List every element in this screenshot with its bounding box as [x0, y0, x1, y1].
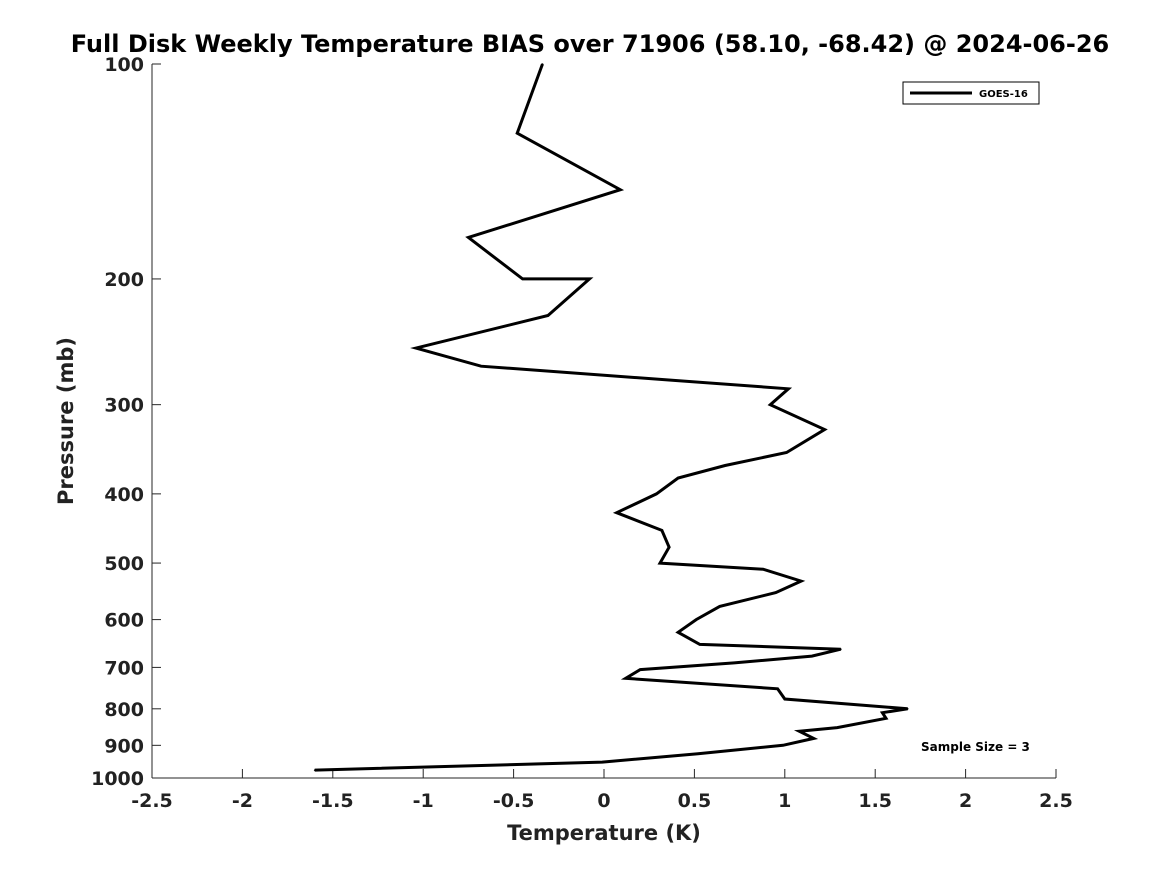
x-tick-label: 1	[778, 790, 791, 812]
data-point	[733, 662, 735, 664]
data-point	[769, 403, 772, 406]
data-point	[541, 63, 544, 65]
y-axis-ticks: 100 200 300 400 500 600 700 800 900 1000	[91, 54, 161, 790]
data-point	[624, 677, 627, 680]
y-tick-label: 400	[104, 484, 144, 506]
y-tick-label: 900	[104, 735, 144, 757]
x-tick-label: -1.5	[312, 790, 354, 812]
data-point	[699, 643, 701, 646]
data-point	[516, 132, 519, 134]
data-point	[639, 668, 641, 671]
data-point	[782, 744, 784, 747]
data-point	[774, 591, 777, 594]
y-tick-label: 1000	[91, 768, 144, 790]
x-tick-label: 0.5	[678, 790, 712, 812]
data-point	[881, 711, 884, 714]
data-point	[836, 726, 839, 729]
data-point	[615, 511, 618, 514]
data-point	[787, 387, 790, 390]
data-point	[776, 687, 779, 690]
data-point	[811, 655, 813, 657]
series-line-goes-16	[314, 63, 908, 772]
data-point	[677, 631, 679, 634]
data-point	[480, 365, 482, 367]
y-tick-label: 600	[104, 610, 144, 632]
data-point	[800, 580, 802, 582]
data-point	[313, 769, 316, 771]
y-tick-label: 700	[104, 657, 144, 679]
data-point	[619, 188, 622, 191]
y-tick-label: 300	[104, 395, 144, 417]
x-tick-label: 1.5	[858, 790, 892, 812]
legend: GOES-16	[902, 81, 1040, 105]
legend-entry-goes-16: GOES-16	[979, 89, 1028, 100]
data-point	[521, 278, 524, 280]
data-point	[823, 428, 826, 431]
data-point	[697, 753, 699, 755]
x-tick-label: 2.5	[1039, 790, 1073, 812]
data-point	[812, 737, 815, 740]
data-point	[695, 618, 698, 621]
data-point	[906, 708, 909, 710]
data-point	[718, 605, 721, 608]
x-tick-label: -1	[413, 790, 434, 812]
data-point	[655, 493, 658, 495]
data-point	[601, 761, 603, 763]
data-point	[784, 698, 786, 700]
x-tick-label: -0.5	[493, 790, 535, 812]
x-tick-label: 2	[959, 790, 972, 812]
x-tick-label: -2.5	[131, 790, 173, 812]
data-point	[661, 529, 663, 532]
x-tick-label: -2	[232, 790, 253, 812]
data-point	[467, 236, 470, 239]
y-axis-label: Pressure (mb)	[54, 337, 78, 505]
plot-area	[152, 64, 1056, 778]
data-point	[885, 717, 887, 720]
series-layer	[313, 63, 909, 772]
x-axis-label: Temperature (K)	[507, 821, 701, 845]
data-point	[840, 648, 842, 650]
y-tick-label: 500	[104, 553, 144, 575]
data-point	[547, 314, 549, 317]
x-tick-label: 0	[597, 790, 610, 812]
data-point	[659, 562, 661, 564]
sample-size-annotation: Sample Size = 3	[921, 740, 1030, 754]
y-tick-label: 800	[104, 699, 144, 721]
y-tick-label: 200	[104, 269, 144, 291]
data-point	[762, 568, 764, 571]
chart-title: Full Disk Weekly Temperature BIAS over 7…	[71, 30, 1110, 58]
data-point	[724, 464, 726, 467]
data-point	[785, 451, 788, 454]
data-point	[415, 347, 417, 349]
x-axis-ticks: -2.5 -2 -1.5 -1 -0.5 0 0.5 1 1.5 2 2.5	[131, 769, 1073, 812]
data-point	[798, 730, 801, 733]
data-point	[668, 546, 670, 548]
data-point	[677, 477, 679, 479]
data-point	[588, 278, 591, 280]
y-tick-label: 100	[104, 54, 144, 76]
